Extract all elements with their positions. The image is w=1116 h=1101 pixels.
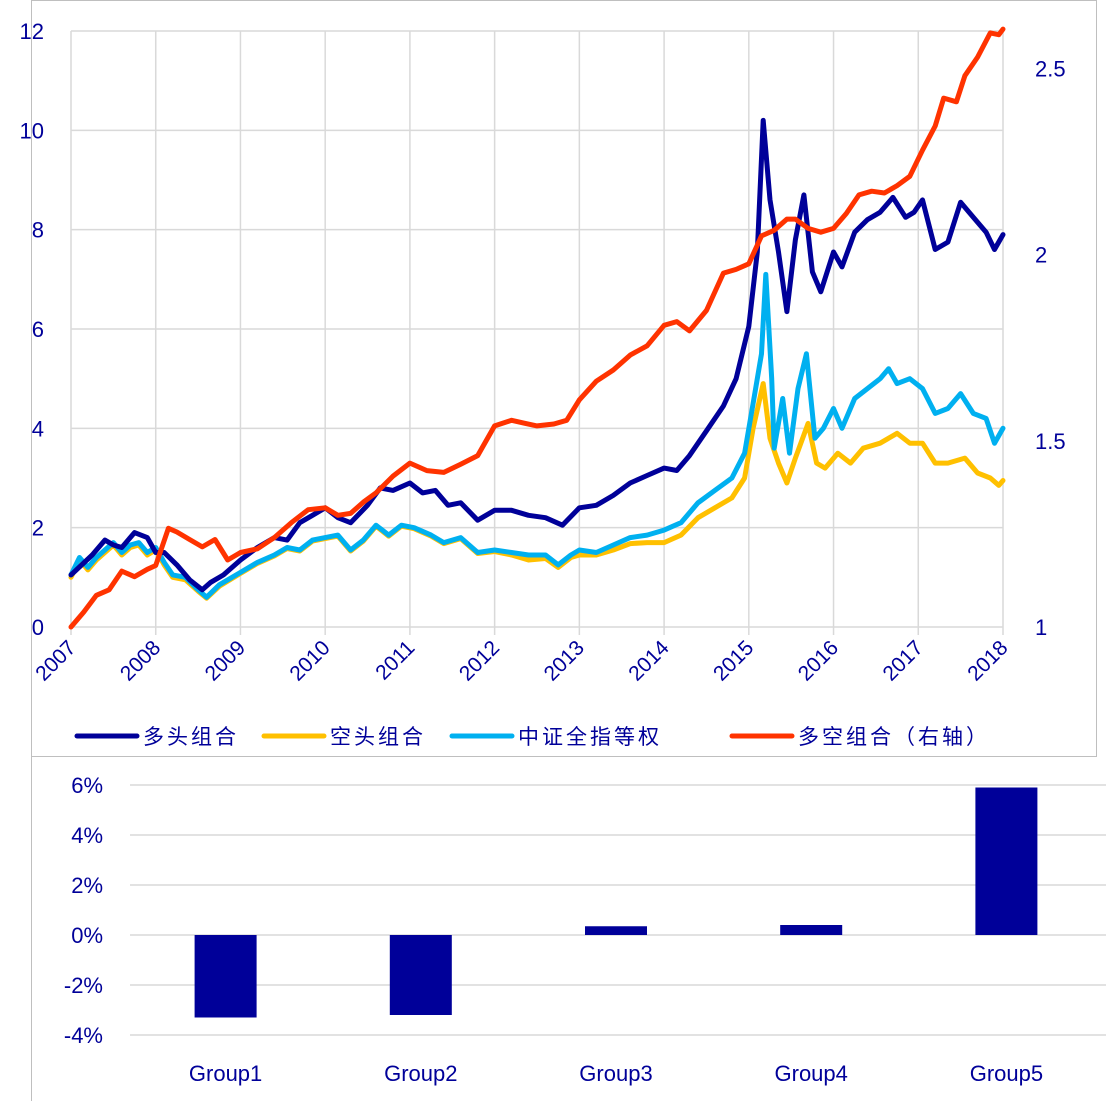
x-tick-label: 2015 [709, 636, 758, 685]
bar-group4 [780, 925, 843, 935]
bar-chart-bars [194, 787, 1038, 1018]
x-tick-label: 2010 [285, 636, 334, 685]
y2-tick-label: 1 [1035, 615, 1047, 640]
y-tick-label: 0 [32, 615, 44, 640]
legend-label: 空头组合 [330, 725, 426, 749]
x-tick-label: Group3 [579, 1061, 652, 1086]
line-chart-x-axis: 2007 2008 2009 2010 2011 2012 2013 2014 2015 2016… [31, 636, 1012, 686]
line-chart-frame [31, 0, 1097, 757]
x-tick-label: 2012 [455, 636, 504, 685]
y2-tick-label: 1.5 [1035, 429, 1066, 454]
line-chart-grid [70, 30, 1004, 635]
line-chart-right-axis: 1 1.5 2 2.5 [1035, 56, 1066, 640]
y-tick-label: 8 [32, 218, 44, 243]
x-tick-label: 2009 [201, 636, 250, 685]
x-tick-label: 2018 [963, 636, 1012, 685]
x-tick-label: Group1 [189, 1061, 262, 1086]
y-tick-label: 4 [32, 416, 44, 441]
y-tick-label: 4% [71, 823, 103, 848]
bar-chart-grid [130, 784, 1106, 1036]
line-chart-left-axis: 0 2 4 6 8 10 12 [20, 19, 44, 640]
bar-chart-y-axis: -4% -2% 0% 2% 4% 6% [64, 773, 103, 1048]
y-tick-label: 2% [71, 873, 103, 898]
x-tick-label: 2013 [540, 636, 589, 685]
y-tick-label: 6% [71, 773, 103, 798]
legend-label: 多空组合（右轴） [798, 725, 990, 749]
y2-tick-label: 2 [1035, 243, 1047, 268]
y-tick-label: -4% [64, 1023, 103, 1048]
x-tick-label: 2008 [116, 636, 165, 685]
series-line-1 [68, 381, 1006, 601]
series-line-3 [68, 26, 1006, 630]
legend-item: 空头组合 [261, 725, 426, 749]
series-line-2 [68, 271, 1006, 600]
x-tick-label: Group4 [775, 1061, 848, 1086]
legend-item: 中证全指等权 [449, 725, 662, 749]
y-tick-label: 10 [20, 118, 44, 143]
line-chart-series [68, 26, 1006, 630]
bar-chart-x-axis: Group1 Group2 Group3 Group4 Group5 [189, 1061, 1043, 1086]
y-tick-label: 0% [71, 923, 103, 948]
y-tick-label: 12 [20, 19, 44, 44]
x-tick-label: 2011 [371, 636, 419, 684]
x-tick-label: Group5 [970, 1061, 1043, 1086]
bar-group5 [975, 787, 1038, 935]
x-tick-label: 2016 [794, 636, 843, 685]
x-tick-label: 2017 [879, 636, 928, 685]
legend-label: 中证全指等权 [518, 725, 662, 749]
bar-chart-frame-edge [31, 757, 32, 1101]
series-line-0 [68, 117, 1006, 593]
legend-item: 多空组合（右轴） [729, 725, 990, 749]
bar-group2 [389, 935, 452, 1015]
x-tick-label: 2007 [31, 636, 80, 685]
x-tick-label: 2014 [624, 636, 674, 686]
bar-group3 [585, 926, 647, 935]
x-tick-label: Group2 [384, 1061, 457, 1086]
bar-group1 [194, 935, 257, 1018]
y-tick-label: -2% [64, 973, 103, 998]
legend-label: 多头组合 [143, 725, 239, 749]
legend-item: 多头组合 [74, 725, 239, 749]
y-tick-label: 2 [32, 516, 44, 541]
line-chart-legend: 多头组合 空头组合 中证全指等权 多空组合（右轴） [74, 725, 990, 749]
y-tick-label: 6 [32, 317, 44, 342]
y2-tick-label: 2.5 [1035, 56, 1066, 81]
